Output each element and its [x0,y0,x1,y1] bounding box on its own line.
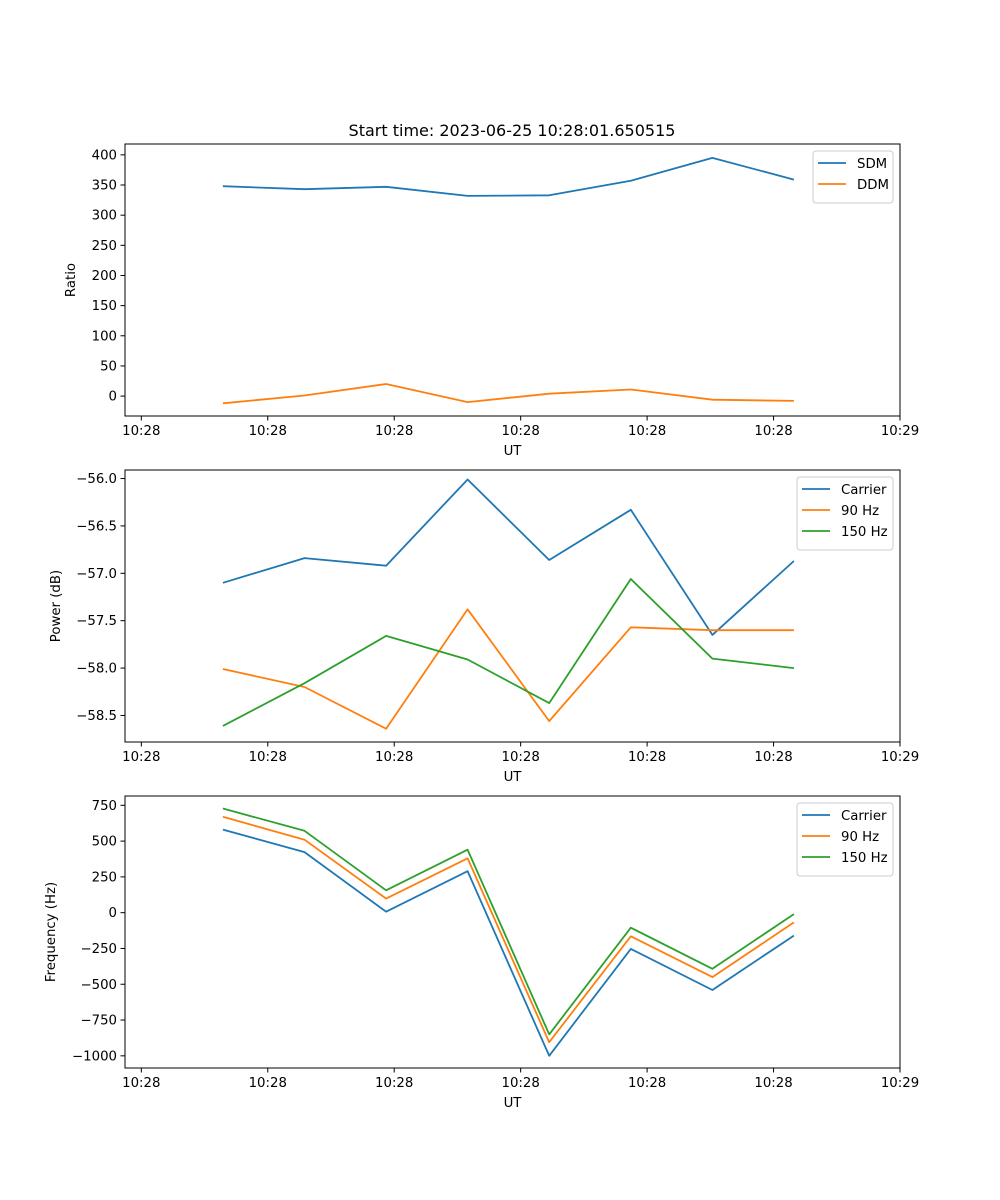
y-tick-label: −57.5 [76,614,117,629]
legend-label: 150 Hz [841,525,888,540]
x-tick-label: 10:28 [754,750,792,765]
x-tick-label: 10:28 [249,1076,287,1091]
y-tick-label: 200 [92,269,117,284]
x-tick-label: 10:28 [628,750,666,765]
x-tick-label: 10:28 [628,1076,666,1091]
x-tick-label: 10:28 [501,750,539,765]
series-line [222,156,795,197]
x-tick-label: 10:29 [881,750,919,765]
y-tick-label: 250 [92,870,117,885]
x-tick-label: 10:28 [122,1076,160,1091]
series-line [222,807,795,1036]
y-tick-label: −56.5 [76,519,117,534]
y-tick-label: 50 [100,359,117,374]
x-tick-label: 10:28 [249,750,287,765]
x-tick-label: 10:28 [249,424,287,439]
y-tick-label: 100 [92,329,117,344]
series-line [222,578,795,727]
y-tick-label: −500 [80,978,117,993]
x-tick-label: 10:29 [881,424,919,439]
x-tick-label: 10:28 [375,750,413,765]
y-tick-label: 300 [92,209,117,224]
plot-frame [124,143,901,417]
legend-label: 90 Hz [841,504,879,519]
panel-1: 10:28 10:28 10:28 10:28 10:28 10:28 10:29 0 50 10… [64,143,919,459]
y-tick-label: 0 [109,906,117,921]
x-tick-label: 10:28 [754,1076,792,1091]
x-tick-label: 10:28 [628,424,666,439]
series-line [222,608,794,730]
y-tick-label: 250 [92,239,117,254]
y-tick-label: 500 [92,835,117,850]
y-tick-label: 0 [109,390,117,405]
y-axis-label: Frequency (Hz) [44,882,59,982]
y-tick-label: −58.5 [76,709,117,724]
x-tick-label: 10:28 [122,750,160,765]
panel-3: 10:28 10:28 10:28 10:28 10:28 10:28 10:29 −1000… [44,795,919,1111]
x-tick-label: 10:28 [501,1076,539,1091]
y-tick-label: −56.0 [76,472,117,487]
legend: SDM DDM [812,150,894,204]
y-tick-label: 400 [92,148,117,163]
panel-2: 10:28 10:28 10:28 10:28 10:28 10:28 10:29 −58.5… [49,469,919,785]
x-axis-label: UT [504,444,523,459]
legend: Carrier 90 Hz 150 Hz [796,476,894,551]
x-tick-label: 10:29 [881,1076,919,1091]
x-tick-label: 10:28 [375,424,413,439]
series-line [222,478,795,636]
y-tick-label: −58.0 [76,662,117,677]
y-tick-label: 750 [92,799,117,814]
y-tick-label: 350 [92,179,117,194]
y-tick-label: −250 [80,942,117,957]
y-tick-label: −57.0 [76,567,117,582]
x-tick-label: 10:28 [754,424,792,439]
x-axis-label: UT [504,1096,523,1111]
series-line [222,815,795,1044]
panels: 10:28 10:28 10:28 10:28 10:28 10:28 10:29 0 50 10… [44,143,919,1111]
x-axis-label: UT [504,770,523,785]
x-tick-label: 10:28 [375,1076,413,1091]
legend-label: SDM [857,157,887,172]
x-tick-label: 10:28 [501,424,539,439]
legend-box [812,150,894,204]
plot-frame [124,795,901,1069]
x-tick-label: 10:28 [122,424,160,439]
legend-label: 150 Hz [841,851,888,866]
y-axis-label: Power (dB) [49,570,64,642]
figure-title: Start time: 2023-06-25 10:28:01.650515 [349,121,676,140]
legend-label: 90 Hz [841,830,879,845]
y-tick-label: 150 [92,299,117,314]
plot-frame [124,469,901,743]
series-line [222,828,795,1057]
series-line [222,383,794,405]
legend-label: Carrier [841,809,887,824]
legend: Carrier 90 Hz 150 Hz [796,802,894,877]
y-tick-label: −1000 [72,1049,117,1064]
legend-label: Carrier [841,483,887,498]
y-axis-label: Ratio [64,263,79,297]
y-tick-label: −750 [80,1014,117,1029]
legend-label: DDM [857,178,889,193]
